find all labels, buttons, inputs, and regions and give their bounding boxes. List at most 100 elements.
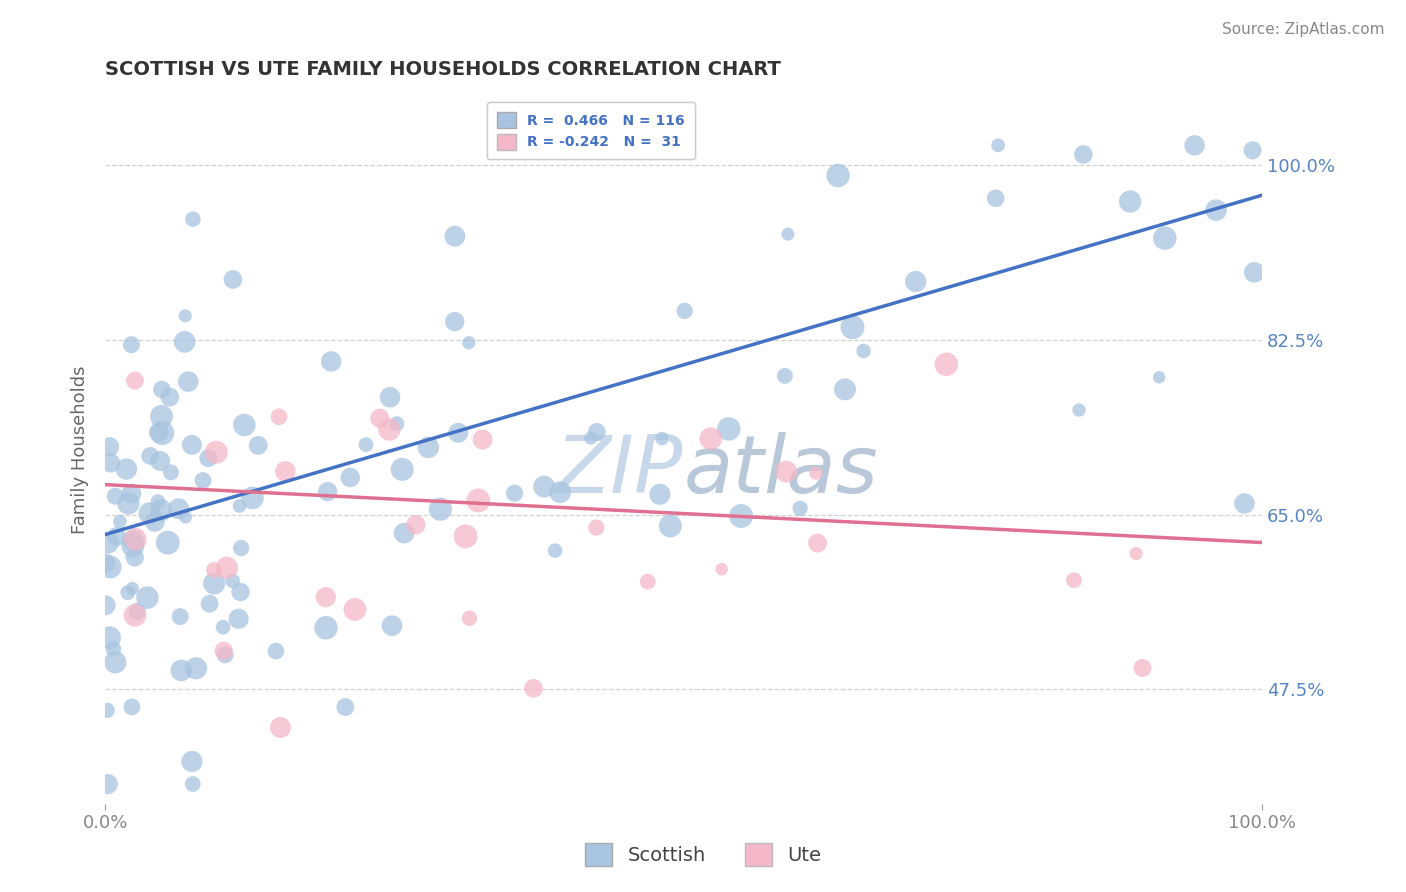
Point <box>1243 265 1265 279</box>
Point <box>181 777 204 791</box>
Point <box>378 390 401 404</box>
Point <box>229 585 252 599</box>
Point <box>700 432 723 446</box>
Point <box>121 582 143 596</box>
Point <box>214 648 236 662</box>
Point <box>354 437 377 451</box>
Point <box>458 611 481 625</box>
Point <box>122 533 145 548</box>
Point <box>378 423 401 437</box>
Point <box>94 556 117 570</box>
Point <box>804 466 827 480</box>
Point <box>637 574 659 589</box>
Point <box>429 502 451 516</box>
Point <box>1233 496 1256 510</box>
Point <box>852 343 875 358</box>
Point <box>789 501 811 516</box>
Point <box>267 409 290 424</box>
Point <box>339 470 361 484</box>
Legend: Scottish, Ute: Scottish, Ute <box>576 835 830 873</box>
Point <box>127 604 149 618</box>
Point <box>150 503 173 517</box>
Point <box>1184 138 1206 153</box>
Point <box>1073 147 1095 161</box>
Point <box>503 486 526 500</box>
Point <box>150 425 173 440</box>
Point <box>1119 194 1142 209</box>
Point <box>775 465 797 479</box>
Point <box>136 591 159 605</box>
Text: ZIP: ZIP <box>557 432 683 510</box>
Point <box>124 550 146 565</box>
Point <box>710 562 733 576</box>
Point <box>121 539 143 553</box>
Point <box>198 597 221 611</box>
Point <box>673 304 696 318</box>
Point <box>202 576 225 591</box>
Point <box>1153 231 1175 245</box>
Point <box>806 536 828 550</box>
Point <box>264 644 287 658</box>
Point <box>904 275 927 289</box>
Point <box>156 535 179 549</box>
Point <box>174 309 197 323</box>
Point <box>124 374 146 388</box>
Point <box>1205 203 1227 218</box>
Point <box>191 474 214 488</box>
Point <box>115 462 138 476</box>
Point <box>228 499 250 513</box>
Point <box>222 272 245 286</box>
Point <box>94 599 117 613</box>
Point <box>233 417 256 432</box>
Point <box>579 431 602 445</box>
Point <box>104 655 127 669</box>
Point <box>827 169 849 183</box>
Point <box>1241 144 1264 158</box>
Point <box>274 464 297 478</box>
Point <box>443 315 465 329</box>
Point <box>648 487 671 501</box>
Point <box>212 644 235 658</box>
Legend: R =  0.466   N = 116, R = -0.242   N =  31: R = 0.466 N = 116, R = -0.242 N = 31 <box>488 103 695 160</box>
Point <box>212 620 235 634</box>
Point <box>343 602 366 616</box>
Text: SCOTTISH VS UTE FAMILY HOUSEHOLDS CORRELATION CHART: SCOTTISH VS UTE FAMILY HOUSEHOLDS CORREL… <box>105 60 782 78</box>
Point <box>120 337 142 351</box>
Point <box>124 533 146 547</box>
Point <box>1132 661 1154 675</box>
Point <box>104 489 127 503</box>
Point <box>368 411 391 425</box>
Point <box>231 541 253 555</box>
Point <box>169 609 191 624</box>
Point <box>391 462 413 476</box>
Text: atlas: atlas <box>683 432 879 510</box>
Point <box>321 354 343 368</box>
Point <box>181 438 204 452</box>
Point <box>120 486 142 500</box>
Point <box>242 491 264 505</box>
Point <box>138 507 160 521</box>
Point <box>544 543 567 558</box>
Point <box>177 375 200 389</box>
Point <box>174 510 197 524</box>
Point <box>335 700 357 714</box>
Point <box>1067 403 1090 417</box>
Point <box>315 621 337 635</box>
Point <box>730 508 752 523</box>
Point <box>522 681 544 696</box>
Point <box>659 519 682 533</box>
Y-axis label: Family Households: Family Households <box>72 366 89 534</box>
Point <box>124 608 146 623</box>
Point <box>96 703 118 717</box>
Point <box>444 229 467 244</box>
Point <box>651 432 673 446</box>
Point <box>228 612 250 626</box>
Point <box>316 484 339 499</box>
Point <box>173 334 195 349</box>
Point <box>139 449 162 463</box>
Point <box>533 480 555 494</box>
Point <box>184 661 207 675</box>
Point <box>98 440 121 454</box>
Point <box>984 191 1007 205</box>
Point <box>98 560 121 574</box>
